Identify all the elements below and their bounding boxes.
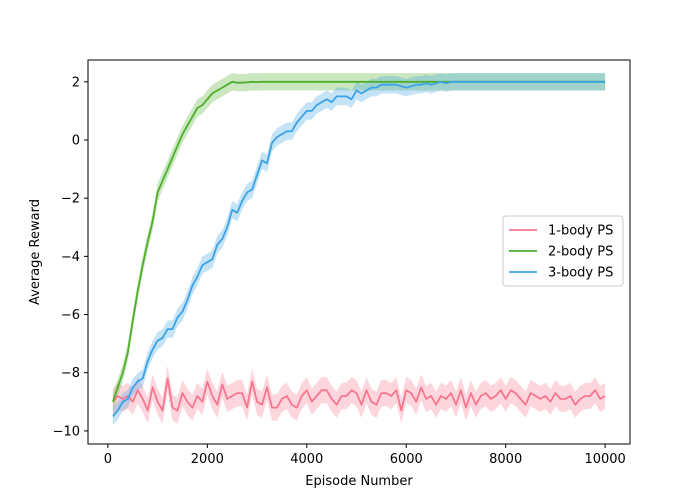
x-tick-label: 0 xyxy=(104,452,112,467)
1-body-ps-line xyxy=(112,377,606,412)
plot-frame xyxy=(87,59,631,445)
x-axis-ticks: 0 2000 4000 6000 8000 10000 xyxy=(104,444,626,467)
x-tick-label: 2000 xyxy=(191,452,224,467)
series-lines xyxy=(112,80,606,417)
3-body-ps-legend-label: 3-body PS xyxy=(548,266,613,281)
3-body-ps-line xyxy=(112,80,606,417)
1-body-ps-legend-label: 1-body PS xyxy=(548,224,613,239)
legend: 1-body PS 2-body PS 3-body PS xyxy=(502,215,624,287)
1-body-ps-band xyxy=(112,365,606,424)
y-tick-label: −4 xyxy=(61,250,80,265)
y-axis-title: Average Reward xyxy=(28,199,43,305)
x-tick-label: 10000 xyxy=(584,452,625,467)
x-tick-label: 6000 xyxy=(390,452,423,467)
confidence-bands xyxy=(112,73,606,426)
y-tick-label: −10 xyxy=(53,424,80,439)
legend-box xyxy=(502,215,624,287)
2-body-ps-legend-label: 2-body PS xyxy=(548,245,613,260)
x-tick-label: 4000 xyxy=(290,452,323,467)
y-tick-label: 2 xyxy=(72,75,80,90)
y-tick-label: −8 xyxy=(61,366,80,381)
y-tick-label: 0 xyxy=(72,134,80,149)
y-tick-label: −2 xyxy=(61,192,80,207)
x-tick-label: 8000 xyxy=(489,452,522,467)
y-tick-label: −6 xyxy=(61,308,80,323)
y-axis-ticks: −10 −8 −6 −4 −2 0 2 xyxy=(53,75,88,439)
x-axis-title: Episode Number xyxy=(305,474,413,489)
